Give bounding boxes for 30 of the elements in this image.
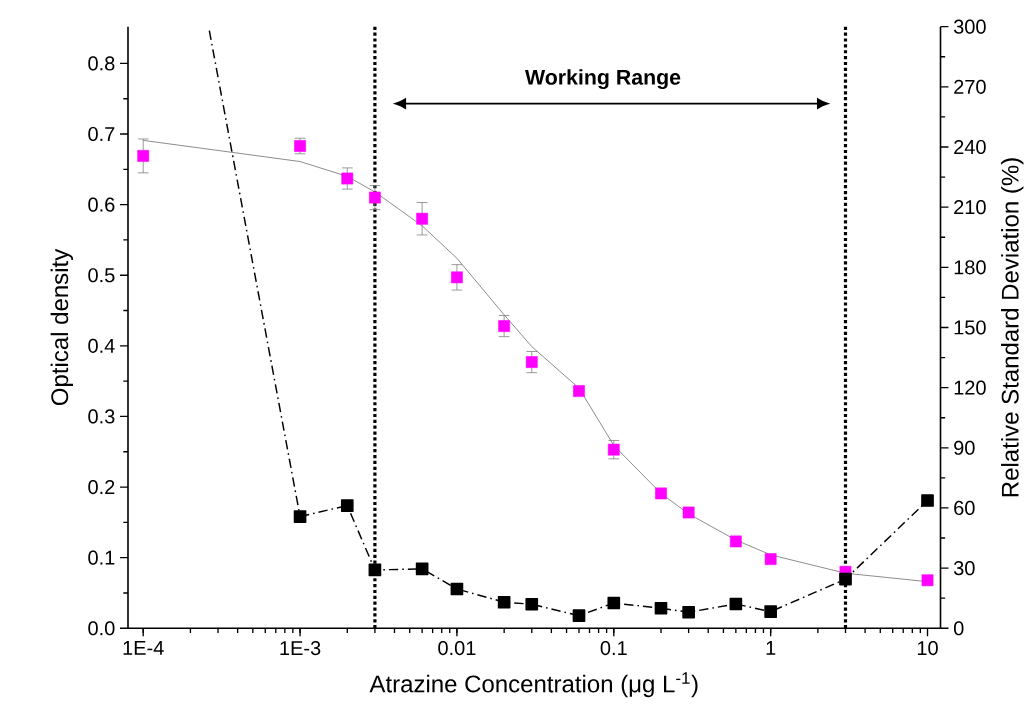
x-tick-label: 10 xyxy=(917,640,938,656)
x-tick-label: 1E-4 xyxy=(123,640,164,655)
y-tick-label: 0.6 xyxy=(88,197,115,212)
x-tick-label: 1E-3 xyxy=(280,640,321,656)
x-tick-label: 1 xyxy=(766,640,776,655)
y-tick-label: 0.2 xyxy=(88,479,115,495)
y2-tick-label: 90 xyxy=(954,440,975,455)
y2-tick-label: 120 xyxy=(954,380,986,395)
y-tick-label: 0.8 xyxy=(88,56,115,71)
y-axis-title: Optical density xyxy=(50,248,73,406)
y-tick-label: 0.7 xyxy=(88,126,115,142)
x-axis-title: Atrazine Concentration (μg L$^{-1}$) xyxy=(369,672,698,698)
y2-tick-label: 210 xyxy=(954,200,986,215)
y-tick-label: 0.4 xyxy=(88,338,115,353)
y2-tick-label: 240 xyxy=(954,139,986,155)
y2-tick-label: 60 xyxy=(954,500,975,516)
y-tick-label: 0.1 xyxy=(88,550,115,565)
y2-tick-label: 0 xyxy=(953,621,964,636)
y-tick-label: 0.0 xyxy=(88,621,115,636)
annotation: Working Range xyxy=(525,69,681,90)
x-tick-label: 0.1 xyxy=(600,640,627,656)
y2-tick-label: 180 xyxy=(954,260,986,275)
y-tick-label: 0.5 xyxy=(88,268,115,283)
y2-tick-label: 300 xyxy=(953,19,986,34)
y2-tick-label: 30 xyxy=(953,561,975,576)
y2-tick-label: 270 xyxy=(954,79,986,94)
x-tick-label: 0.01 xyxy=(438,640,476,656)
y2-tick-label: 150 xyxy=(954,320,986,335)
y-tick-label: 0.3 xyxy=(88,409,115,424)
y2-axis-title: Relative Standard Deviation (%) xyxy=(1001,158,1024,497)
